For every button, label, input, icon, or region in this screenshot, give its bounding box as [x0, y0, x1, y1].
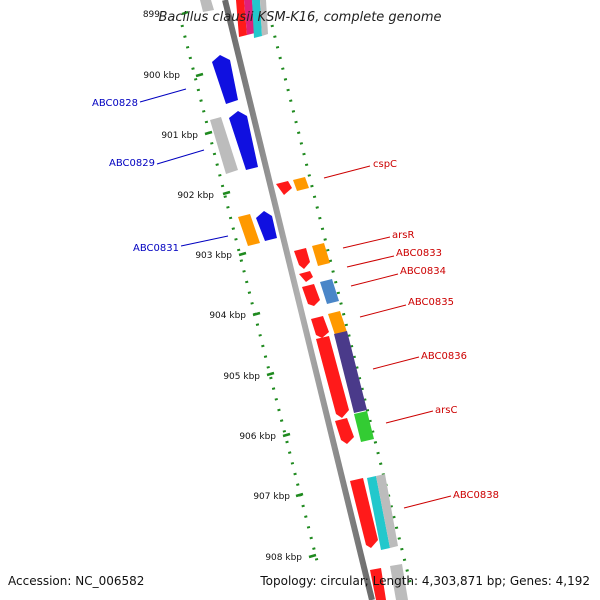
label-arsr[interactable]: arsR — [392, 230, 414, 241]
kbp-label-907: 907 kbp — [253, 492, 290, 502]
leader-abc0838 — [403, 495, 452, 509]
tick-906 — [282, 432, 291, 438]
kbp-label-902: 902 kbp — [177, 191, 214, 201]
leader-arsc — [385, 410, 434, 424]
label-abc0838[interactable]: ABC0838 — [453, 490, 499, 501]
kbp-label-899: 899 — [143, 10, 160, 20]
forward-leader-lines — [139, 88, 229, 247]
tick-905 — [266, 371, 275, 377]
accession-text: Accession: NC_006582 — [8, 574, 145, 588]
kbp-label-906: 906 kbp — [239, 432, 276, 442]
gene-red-top — [236, 0, 247, 37]
tick-904 — [252, 311, 261, 317]
kbp-label-901: 901 kbp — [161, 131, 198, 141]
label-abc0831[interactable]: ABC0831 — [133, 243, 179, 254]
kbp-labels: 899 900 kbp 901 kbp 902 kbp 903 kbp 904 … — [143, 10, 302, 563]
gene-abc0838-cyan — [367, 476, 390, 550]
label-abc0835[interactable]: ABC0835 — [408, 297, 454, 308]
kbp-label-908: 908 kbp — [265, 553, 302, 563]
tick-907 — [295, 492, 304, 498]
leader-abc0834 — [350, 273, 399, 287]
tick-908 — [308, 553, 317, 559]
leader-arsr — [342, 236, 391, 249]
leader-abc0835 — [359, 304, 407, 318]
kbp-ticks — [181, 10, 317, 559]
gene-red-904a — [302, 284, 320, 306]
label-abc0828[interactable]: ABC0828 — [92, 98, 138, 109]
leader-abc0828 — [139, 88, 187, 103]
reverse-genes — [276, 177, 408, 600]
genome-summary-text: Topology: circular; Length: 4,303,871 bp… — [260, 574, 590, 588]
gene-cyan-top — [252, 0, 262, 38]
kbp-label-900: 900 kbp — [143, 71, 180, 81]
gene-gray-top-left — [200, 0, 214, 12]
label-cspc[interactable]: cspC — [373, 159, 397, 170]
genome-backbone — [222, 0, 375, 600]
gene-abc0836 — [334, 331, 367, 413]
reverse-dotted-rail — [270, 24, 414, 591]
tick-901 — [204, 130, 213, 136]
gene-abc0838-red — [350, 478, 378, 548]
reverse-leader-lines — [323, 165, 452, 509]
top-partial-genes — [200, 0, 268, 38]
tick-903 — [238, 251, 247, 257]
label-arsc[interactable]: arsC — [435, 405, 457, 416]
label-abc0834[interactable]: ABC0834 — [400, 266, 446, 277]
leader-abc0836 — [372, 356, 420, 370]
forward-genes — [210, 55, 277, 246]
leader-abc0833 — [346, 255, 395, 268]
gene-abc0834 — [320, 279, 339, 304]
tick-902 — [222, 190, 231, 196]
kbp-label-904: 904 kbp — [209, 311, 246, 321]
gene-orange-902 — [238, 214, 260, 246]
gene-red-904b — [311, 316, 329, 338]
gene-abc0834-red — [299, 271, 313, 282]
tick-899 — [181, 10, 189, 16]
gene-gray-901 — [210, 117, 238, 174]
gene-arsr — [294, 248, 310, 269]
map-title: Bacillus clausii KSM-K16, complete genom… — [158, 10, 442, 25]
gene-abc0833 — [312, 243, 330, 266]
forward-gene-labels: ABC0828 ABC0829 ABC0831 — [92, 98, 179, 254]
leader-abc0829 — [156, 149, 205, 165]
gene-arsc — [354, 411, 374, 442]
kbp-label-903: 903 kbp — [195, 251, 232, 261]
gene-gray-bottom — [390, 564, 408, 600]
leader-abc0831 — [180, 235, 229, 247]
gene-abc0828 — [212, 55, 238, 104]
gene-abc0831 — [256, 211, 277, 241]
gene-abc0835 — [328, 311, 347, 335]
kbp-label-905: 905 kbp — [223, 372, 260, 382]
leader-cspc — [323, 165, 371, 179]
gene-abc0838 — [376, 474, 398, 548]
label-abc0836[interactable]: ABC0836 — [421, 351, 467, 362]
gene-cspc — [276, 181, 292, 195]
label-abc0833[interactable]: ABC0833 — [396, 248, 442, 259]
gene-abc0829 — [229, 111, 258, 170]
gene-gray-top — [260, 0, 268, 36]
reverse-gene-labels: cspC arsR ABC0833 ABC0834 ABC0835 ABC083… — [373, 159, 499, 501]
gene-pink-top — [244, 0, 255, 35]
gene-orange-cspc — [293, 177, 309, 191]
gene-red-906 — [335, 418, 354, 444]
gene-red-bottom — [370, 568, 386, 600]
gene-red-905 — [316, 336, 349, 418]
tick-900 — [195, 72, 204, 78]
label-abc0829[interactable]: ABC0829 — [109, 158, 155, 169]
